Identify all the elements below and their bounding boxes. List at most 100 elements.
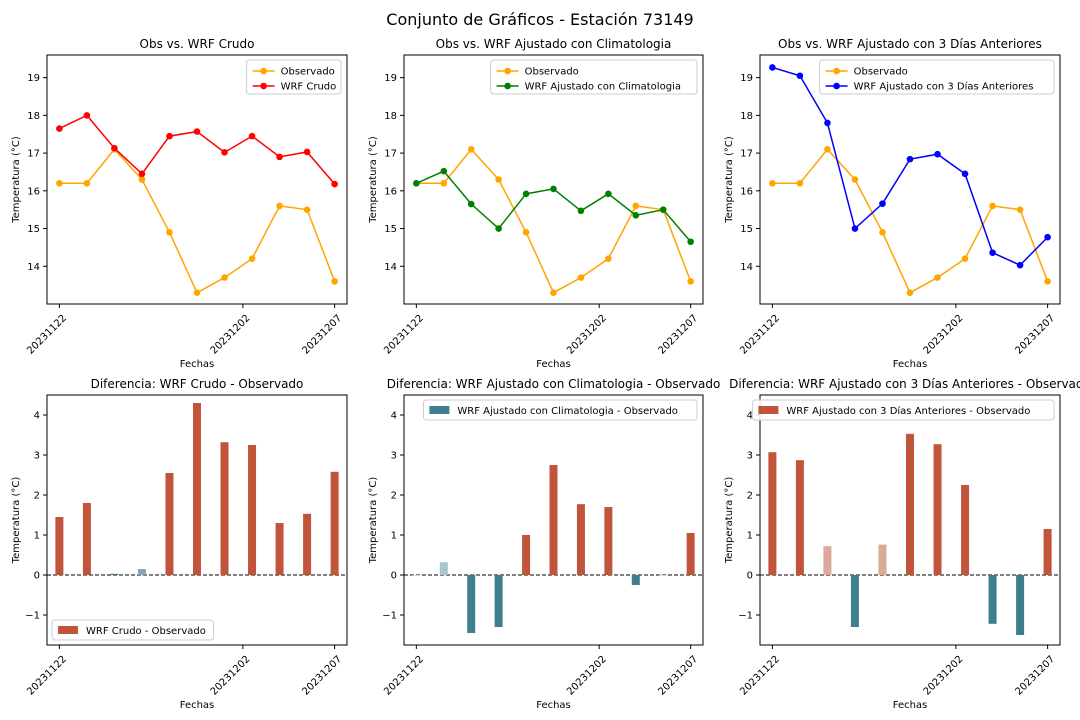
legend-marker	[504, 82, 511, 90]
data-point	[879, 229, 886, 236]
chart-panel-3: Obs vs. WRF Ajustado con 3 Días Anterior…	[724, 37, 1061, 370]
y-tick-label: 0	[391, 571, 397, 582]
data-point	[56, 125, 63, 132]
legend-label: WRF Ajustado con 3 Días Anteriores	[854, 81, 1034, 93]
data-point	[221, 274, 228, 281]
y-tick-label: 3	[747, 451, 753, 462]
plot-frame	[403, 394, 704, 646]
y-tick-label: 14	[740, 262, 753, 273]
chart-panel-1: Obs vs. WRF Crudo 14 15 16 17 18 19 20231122 202…	[11, 37, 348, 370]
data-point	[824, 146, 831, 153]
data-point	[989, 202, 996, 210]
x-tick-label: 20231122	[738, 313, 782, 357]
y-tick-label: 4	[34, 411, 40, 422]
x-axis-label: Fechas	[893, 359, 928, 370]
data-point	[193, 128, 201, 135]
data-point	[989, 249, 996, 256]
y-axis-label: Temperatura (°C)	[11, 477, 22, 565]
bar	[823, 546, 832, 575]
data-point	[796, 72, 804, 80]
y-tick-label: 1	[391, 531, 397, 542]
x-axis-label: Fechas	[536, 359, 571, 370]
legend-label: WRF Ajustado con Climatologia - Observad…	[457, 406, 678, 417]
x-tick-label: 20231202	[209, 313, 253, 357]
data-point	[495, 225, 502, 232]
chart-panel-2: Obs vs. WRF Ajustado con Climatologia 14 1…	[368, 37, 704, 370]
y-tick-label: 2	[747, 491, 753, 502]
bar	[137, 569, 146, 575]
bar	[275, 523, 284, 575]
x-tick-label: 20231122	[738, 654, 782, 698]
y-tick-label: 16	[27, 186, 40, 197]
x-tick-label: 20231207	[657, 654, 701, 698]
x-axis-label: Fechas	[536, 700, 571, 711]
plot-frame	[759, 54, 1061, 305]
legend-swatch	[758, 406, 779, 414]
data-point	[276, 202, 283, 210]
y-tick-label: 2	[34, 491, 40, 502]
y-tick-label: 0	[747, 571, 753, 582]
data-point	[522, 229, 530, 236]
data-point	[331, 278, 338, 285]
legend-swatch	[429, 406, 450, 414]
legend-box	[819, 59, 1055, 95]
data-point	[56, 179, 63, 187]
data-point	[577, 207, 585, 215]
bar	[576, 504, 585, 575]
data-point	[467, 200, 475, 208]
chart-title: Obs vs. WRF Crudo	[140, 37, 255, 51]
legend-marker	[260, 82, 267, 90]
y-tick-label: 17	[27, 149, 40, 160]
x-tick-label: 20231202	[565, 313, 609, 357]
x-tick-label: 20231122	[382, 313, 426, 357]
y-tick-label: 19	[740, 73, 753, 84]
chart-title: Diferencia: WRF Ajustado con Climatologi…	[387, 377, 721, 391]
bar	[522, 535, 531, 575]
data-point	[111, 144, 118, 152]
x-tick-label: 20231207	[1013, 654, 1057, 698]
bar	[1043, 529, 1052, 575]
series-line-2	[59, 114, 336, 185]
bar	[1016, 575, 1025, 635]
bar	[795, 460, 804, 575]
bar	[330, 471, 339, 575]
data-point	[248, 255, 256, 263]
bar	[220, 442, 229, 575]
bar	[850, 575, 859, 627]
x-tick-label: 20231202	[922, 313, 966, 357]
data-point	[138, 176, 146, 183]
y-tick-label: 16	[384, 186, 397, 197]
data-point	[1044, 233, 1051, 241]
chart-panel-6: Diferencia: WRF Ajustado con 3 Días Ante…	[724, 377, 1080, 711]
y-tick-label: 1	[34, 531, 40, 542]
data-point	[687, 238, 694, 246]
y-axis-label: Temperatura (°C)	[368, 477, 379, 565]
bar	[55, 517, 64, 575]
data-point	[577, 274, 585, 281]
data-point	[632, 202, 640, 210]
bar	[961, 485, 970, 575]
legend-label: Observado	[525, 67, 579, 78]
series-line-1	[772, 148, 1049, 294]
y-tick-label: 4	[747, 411, 753, 422]
x-tick-label: 20231207	[300, 654, 344, 698]
bar	[604, 507, 613, 575]
y-tick-label: 19	[384, 73, 397, 84]
legend-label: WRF Crudo - Observado	[86, 626, 206, 637]
data-point	[851, 225, 859, 232]
data-point	[303, 206, 311, 213]
chart-title: Obs vs. WRF Ajustado con Climatologia	[436, 37, 672, 51]
y-axis-label: Temperatura (°C)	[724, 136, 735, 224]
data-point	[276, 153, 283, 161]
y-tick-label: 3	[391, 451, 397, 462]
y-tick-label: 1	[747, 531, 753, 542]
bar	[659, 575, 668, 576]
data-point	[413, 179, 420, 187]
chart-title: Diferencia: WRF Crudo - Observado	[91, 377, 304, 391]
legend-box	[751, 399, 1055, 421]
data-point	[522, 190, 530, 198]
data-point	[467, 146, 475, 153]
legend-label: WRF Crudo	[281, 82, 337, 93]
bar	[165, 473, 174, 575]
x-tick-label: 20231122	[382, 654, 426, 698]
